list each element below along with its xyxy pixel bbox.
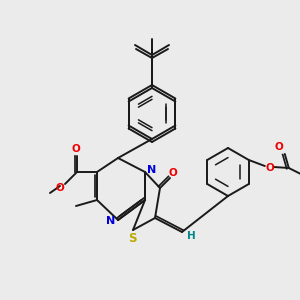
Text: O: O	[169, 168, 177, 178]
Text: S: S	[128, 232, 136, 244]
Text: N: N	[147, 165, 157, 175]
Text: N: N	[106, 216, 116, 226]
Text: O: O	[274, 142, 283, 152]
Text: O: O	[56, 183, 64, 193]
Text: O: O	[72, 144, 80, 154]
Text: O: O	[266, 163, 274, 173]
Text: H: H	[187, 231, 195, 241]
